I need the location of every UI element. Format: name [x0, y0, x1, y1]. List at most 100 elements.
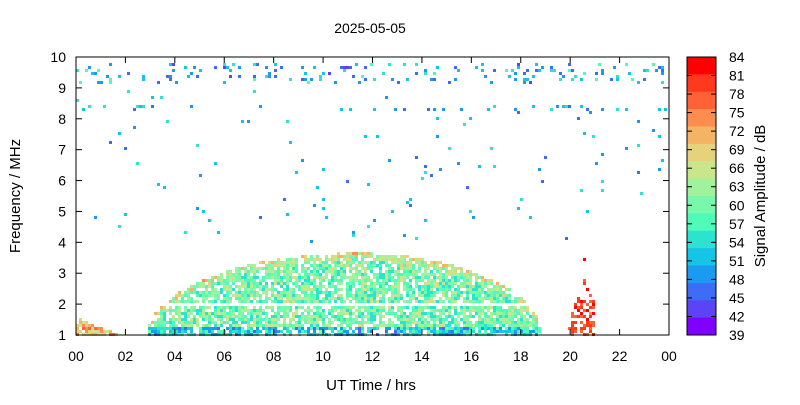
- heatmap-cell: [499, 285, 502, 288]
- heatmap-cell: [490, 306, 493, 309]
- heatmap-cell: [220, 282, 223, 285]
- heatmap-cell: [442, 330, 445, 333]
- heatmap-cell: [298, 321, 301, 324]
- heatmap-cell: [337, 252, 340, 255]
- heatmap-cell: [304, 258, 307, 261]
- heatmap-cell: [592, 300, 595, 303]
- heatmap-cell: [364, 276, 367, 279]
- heatmap-cell: [355, 276, 358, 279]
- heatmap-cell: [454, 288, 457, 291]
- heatmap-cell: [448, 288, 451, 291]
- heatmap-cell: [361, 318, 364, 321]
- heatmap-cell: [178, 318, 181, 321]
- heatmap-cell: [382, 309, 385, 312]
- heatmap-cell: [238, 330, 241, 333]
- heatmap-cell: [409, 270, 412, 273]
- heatmap-cell: [355, 309, 358, 312]
- heatmap-cell: [544, 156, 547, 159]
- heatmap-cell: [412, 276, 415, 279]
- heatmap-cell: [313, 294, 316, 297]
- heatmap-cell: [454, 312, 457, 315]
- heatmap-cell: [208, 315, 211, 318]
- heatmap-cell: [628, 72, 631, 75]
- heatmap-cell: [457, 291, 460, 294]
- heatmap-cell: [181, 321, 184, 324]
- heatmap-cell: [415, 306, 418, 309]
- heatmap-cell: [397, 309, 400, 312]
- heatmap-cell: [205, 285, 208, 288]
- heatmap-cell: [295, 267, 298, 270]
- heatmap-cell: [223, 309, 226, 312]
- heatmap-cell: [586, 324, 589, 327]
- heatmap-cell: [385, 288, 388, 291]
- heatmap-cell: [196, 294, 199, 297]
- heatmap-cell: [466, 300, 469, 303]
- heatmap-cell: [391, 210, 394, 213]
- heatmap-cell: [421, 318, 424, 321]
- heatmap-cell: [499, 327, 502, 330]
- heatmap-cell: [400, 267, 403, 270]
- heatmap-cell: [178, 309, 181, 312]
- heatmap-cell: [418, 306, 421, 309]
- heatmap-cell: [439, 309, 442, 312]
- heatmap-cell: [571, 69, 574, 72]
- heatmap-cell: [337, 330, 340, 333]
- heatmap-cell: [592, 312, 595, 315]
- heatmap-cell: [394, 258, 397, 261]
- heatmap-cell: [178, 306, 181, 309]
- heatmap-cell: [454, 300, 457, 303]
- heatmap-cell: [394, 288, 397, 291]
- heatmap-cell: [340, 324, 343, 327]
- heatmap-cell: [415, 309, 418, 312]
- heatmap-cell: [265, 306, 268, 309]
- heatmap-cell: [340, 108, 343, 111]
- heatmap-cell: [283, 288, 286, 291]
- heatmap-cell: [328, 279, 331, 282]
- heatmap-cell: [367, 264, 370, 267]
- heatmap-cell: [406, 300, 409, 303]
- heatmap-cell: [487, 309, 490, 312]
- heatmap-cell: [358, 330, 361, 333]
- heatmap-cell: [460, 330, 463, 333]
- heatmap-cell: [352, 231, 355, 234]
- heatmap-cell: [460, 267, 463, 270]
- heatmap-cell: [412, 291, 415, 294]
- heatmap-cell: [490, 294, 493, 297]
- heatmap-cell: [241, 291, 244, 294]
- heatmap-cell: [193, 288, 196, 291]
- heatmap-cell: [346, 276, 349, 279]
- heatmap-cell: [463, 315, 466, 318]
- heatmap-cell: [223, 315, 226, 318]
- heatmap-cell: [574, 315, 577, 318]
- heatmap-cell: [430, 315, 433, 318]
- heatmap-cell: [448, 324, 451, 327]
- heatmap-cell: [343, 276, 346, 279]
- heatmap-cell: [274, 273, 277, 276]
- heatmap-cell: [286, 294, 289, 297]
- heatmap-cell: [220, 321, 223, 324]
- heatmap-cell: [643, 78, 646, 81]
- heatmap-cell: [157, 183, 160, 186]
- colorbar-segment: [687, 126, 716, 145]
- heatmap-cell: [346, 180, 349, 183]
- heatmap-cell: [277, 273, 280, 276]
- heatmap-cell: [280, 282, 283, 285]
- heatmap-cell: [451, 306, 454, 309]
- heatmap-cell: [430, 261, 433, 264]
- heatmap-cell: [574, 321, 577, 324]
- heatmap-cell: [301, 159, 304, 162]
- heatmap-cell: [370, 309, 373, 312]
- heatmap-cell: [481, 279, 484, 282]
- heatmap-cell: [301, 312, 304, 315]
- heatmap-cell: [199, 69, 202, 72]
- heatmap-cell: [421, 261, 424, 264]
- heatmap-cell: [226, 318, 229, 321]
- heatmap-cell: [304, 78, 307, 81]
- heatmap-cell: [175, 306, 178, 309]
- heatmap-cell: [523, 315, 526, 318]
- heatmap-cell: [202, 282, 205, 285]
- heatmap-cell: [247, 276, 250, 279]
- heatmap-cell: [373, 324, 376, 327]
- heatmap-cell: [301, 300, 304, 303]
- heatmap-cell: [313, 279, 316, 282]
